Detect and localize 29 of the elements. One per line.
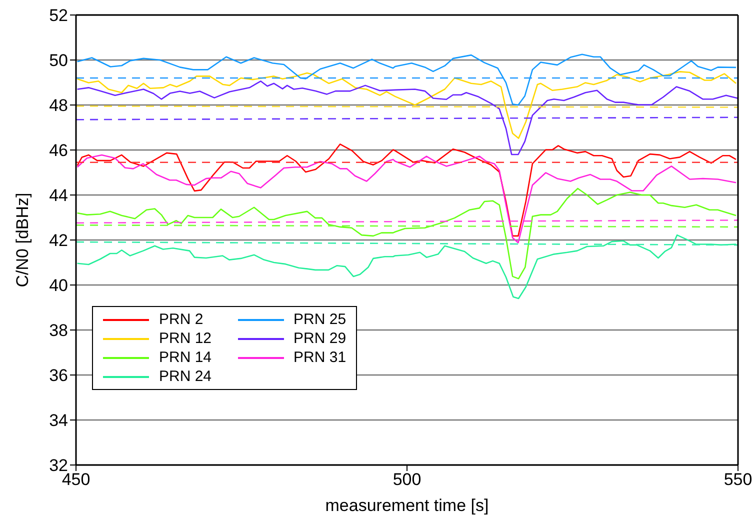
x-tick-label: 550: [724, 470, 752, 490]
y-tick-label: 46: [49, 141, 68, 160]
y-tick-label: 50: [49, 51, 68, 70]
x-tick-label: 450: [62, 470, 90, 490]
y-tick-label: 48: [49, 96, 68, 116]
legend-label: PRN 25: [294, 310, 346, 329]
y-tick-label: 44: [49, 186, 68, 206]
legend-label: PRN 12: [159, 329, 212, 348]
line-series: [76, 188, 737, 280]
line-series: [76, 54, 737, 106]
legend-label: PRN 2: [159, 310, 204, 329]
line-series: [76, 234, 737, 300]
line-series: [76, 71, 737, 139]
y-tick-label: 34: [49, 411, 68, 430]
line-series: [76, 80, 738, 156]
y-tick-label: 52: [49, 6, 68, 26]
line-series: [76, 154, 737, 244]
y-axis-title: C/N0 [dBHz]: [13, 192, 32, 288]
legend-label: PRN 31: [294, 348, 346, 367]
y-tick-label: 36: [49, 366, 68, 386]
y-tick-label: 42: [49, 231, 68, 250]
y-tick-label: 38: [49, 321, 68, 340]
x-tick-label: 500: [392, 470, 422, 490]
line-series: [76, 144, 737, 237]
x-axis-title: measurement time [s]: [325, 496, 489, 515]
legend-label: PRN 14: [159, 348, 212, 367]
legend-label: PRN 24: [159, 367, 212, 386]
legend-label: PRN 29: [294, 329, 346, 348]
y-tick-label: 40: [49, 276, 68, 296]
